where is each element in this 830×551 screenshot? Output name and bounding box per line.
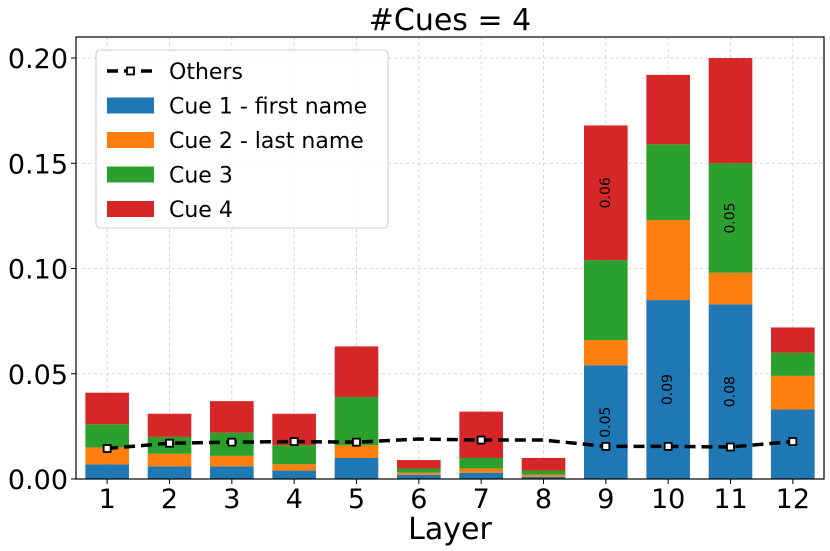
legend-label: Cue 3 <box>169 164 233 189</box>
bar-segment <box>521 474 566 477</box>
chart-title: #Cues = 4 <box>369 3 531 38</box>
bar-segment <box>397 472 441 475</box>
legend-swatch <box>107 97 154 114</box>
others-line-marker <box>165 438 174 448</box>
others-line-marker <box>663 441 673 451</box>
others-line-marker <box>289 437 299 446</box>
legend: Others Cue 1 - first name Cue 2 - last nam… <box>95 49 389 229</box>
bar-segment <box>147 466 192 479</box>
bar-segment <box>708 58 753 164</box>
bar-segment <box>521 457 566 471</box>
bar-segment <box>85 464 129 479</box>
bar-segment <box>334 346 379 397</box>
bar-segment <box>521 470 566 475</box>
bar-segment <box>272 445 316 465</box>
bar-segment <box>771 352 815 376</box>
bar-segment <box>708 272 753 305</box>
bar-segment <box>584 260 628 341</box>
x-tick-label: 12 <box>776 484 810 515</box>
bar-value-label: 0.09 <box>660 374 676 405</box>
legend-swatch <box>107 132 154 148</box>
others-line-marker <box>352 437 361 447</box>
bar-segment <box>771 375 815 410</box>
others-line-marker <box>726 442 735 452</box>
x-axis-label: Layer <box>408 512 492 547</box>
x-tick-label: 8 <box>535 484 552 515</box>
bar-segment <box>85 447 129 465</box>
x-tick-label: 11 <box>713 484 747 515</box>
x-tick-label: 1 <box>99 484 116 515</box>
others-line <box>102 435 798 453</box>
bar-value-label: 0.08 <box>723 376 739 407</box>
legend-line-marker <box>126 66 135 76</box>
y-tick-label: 0.05 <box>8 360 68 391</box>
bar-segment <box>584 125 628 261</box>
legend-swatch <box>107 166 154 183</box>
bar-segment <box>147 453 192 467</box>
bar-segment <box>397 460 441 469</box>
bars <box>85 58 815 479</box>
bar-segment <box>210 401 254 433</box>
bar-segment <box>334 457 379 479</box>
legend-frame <box>95 49 389 229</box>
y-tick-label: 0.00 <box>8 465 68 496</box>
bar-segment <box>85 392 129 425</box>
bar-segment <box>210 455 254 467</box>
bar-segment <box>584 340 628 366</box>
bar-value-label: 0.05 <box>598 407 614 438</box>
x-tick-label: 5 <box>348 484 365 515</box>
others-line-marker <box>227 437 237 447</box>
legend-label: Others <box>169 60 243 85</box>
others-line-marker <box>102 444 112 453</box>
bar-segment <box>397 468 441 473</box>
others-line-path <box>107 437 793 451</box>
bar-segment <box>272 464 316 471</box>
x-tick-label: 2 <box>161 484 178 515</box>
bar-segment <box>771 327 815 353</box>
others-line-marker <box>788 437 798 446</box>
legend-label: Cue 4 <box>169 198 233 223</box>
bar-segment <box>459 468 503 473</box>
bar-segment <box>147 413 192 437</box>
y-axis-ticks: 0.00 0.05 0.10 0.15 0.20 <box>8 44 76 496</box>
plot-frame <box>75 36 825 480</box>
bar-segment <box>646 144 690 221</box>
x-tick-label: 3 <box>223 484 240 515</box>
bar-segment <box>272 470 316 479</box>
bar-segment <box>708 163 753 273</box>
bar-segment <box>521 476 566 479</box>
others-line-marker <box>601 441 611 451</box>
bar-segment <box>646 220 690 301</box>
bar-segment <box>459 411 503 458</box>
bar-segment <box>397 474 441 479</box>
bar-value-label: 0.06 <box>598 177 614 208</box>
bar-segment <box>334 445 379 458</box>
x-tick-label: 7 <box>473 484 490 515</box>
others-line-marker <box>476 435 486 445</box>
legend-label: Cue 1 - first name <box>169 95 367 120</box>
legend-label: Cue 2 - last name <box>169 129 364 154</box>
bar-segment <box>334 396 379 446</box>
bar-value-label: 0.05 <box>723 202 739 233</box>
x-tick-label: 4 <box>286 484 303 515</box>
x-tick-label: 9 <box>597 484 614 515</box>
x-tick-label: 10 <box>651 484 685 515</box>
bar-segment <box>646 74 690 145</box>
x-tick-label: 6 <box>410 484 427 515</box>
bar-segment <box>584 365 628 479</box>
y-tick-label: 0.20 <box>8 44 68 75</box>
bar-segment <box>459 457 503 469</box>
legend-swatch <box>107 201 154 217</box>
y-tick-label: 0.10 <box>8 255 68 286</box>
bar-segment <box>459 472 503 479</box>
bar-segment <box>210 466 254 479</box>
x-axis-ticks: 1 2 3 4 5 6 7 8 9 10 11 12 <box>99 479 810 515</box>
bar-segment <box>85 424 129 448</box>
bar-annotations: 0.05 0.06 0.09 0.08 0.05 <box>598 177 739 438</box>
y-tick-label: 0.15 <box>8 149 68 180</box>
